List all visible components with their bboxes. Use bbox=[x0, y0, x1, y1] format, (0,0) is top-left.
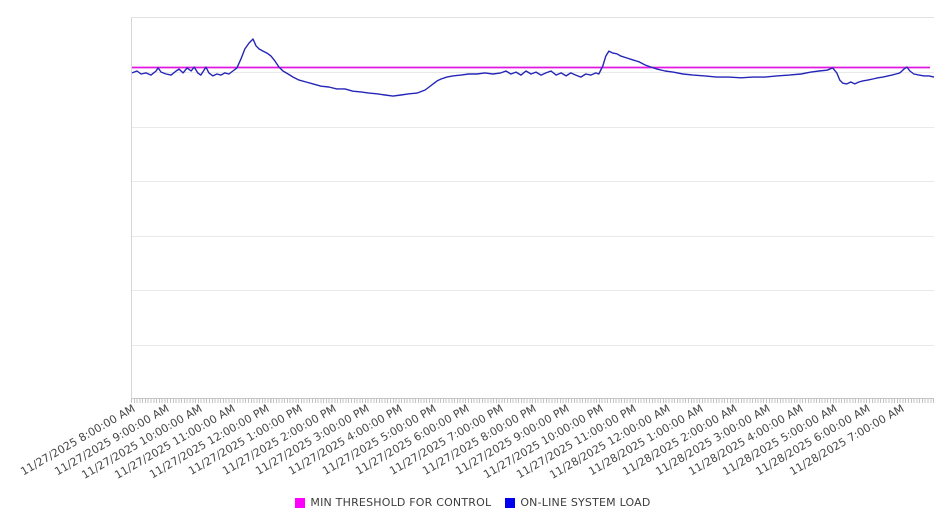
x-axis-label: 11/28/2025 5:00:00 AM bbox=[720, 402, 840, 479]
x-axis-label: 11/27/2025 2:00:00 PM bbox=[219, 402, 338, 478]
x-axis-label: 11/27/2025 8:00:00 AM bbox=[18, 402, 138, 479]
gridline bbox=[132, 181, 934, 183]
x-axis-label: 11/28/2025 7:00:00 AM bbox=[787, 402, 907, 479]
plot-svg bbox=[131, 38, 935, 97]
x-axis-label: 11/27/2025 4:00:00 PM bbox=[286, 402, 405, 478]
load-line bbox=[131, 38, 935, 97]
x-axis-label: 11/27/2025 12:00:00 PM bbox=[146, 402, 272, 482]
legend-item[interactable]: MIN THRESHOLD FOR CONTROL bbox=[295, 496, 491, 509]
gridline bbox=[132, 235, 934, 237]
x-axis-labels: 11/27/2025 8:00:00 AM 11/27/2025 9:00:00 … bbox=[0, 402, 946, 497]
x-axis-label: 11/27/2025 10:00:00 PM bbox=[481, 402, 606, 482]
x-axis-label: 11/27/2025 11:00:00 PM bbox=[514, 402, 639, 482]
plot-area[interactable] bbox=[131, 17, 935, 399]
x-axis-label: 11/27/2025 6:00:00 PM bbox=[353, 402, 472, 478]
legend-swatch-icon bbox=[295, 497, 306, 508]
x-axis-label: 11/27/2025 11:00:00 AM bbox=[112, 402, 238, 482]
x-axis-label: 11/28/2025 4:00:00 AM bbox=[686, 402, 806, 479]
legend-label: MIN THRESHOLD FOR CONTROL bbox=[310, 496, 492, 509]
x-axis-label: 11/27/2025 1:00:00 PM bbox=[186, 402, 305, 478]
x-axis bbox=[131, 398, 934, 403]
gridline bbox=[132, 344, 934, 346]
x-axis-label: 11/28/2025 6:00:00 AM bbox=[753, 402, 873, 479]
x-axis-label: 11/27/2025 8:00:00 PM bbox=[420, 402, 539, 478]
x-axis-label: 11/27/2025 3:00:00 PM bbox=[253, 402, 372, 478]
x-axis-label: 11/27/2025 9:00:00 PM bbox=[453, 402, 572, 478]
legend-item[interactable]: ON-LINE SYSTEM LOAD bbox=[505, 496, 650, 509]
x-axis-label: 11/27/2025 7:00:00 PM bbox=[386, 402, 506, 478]
gridline bbox=[132, 290, 934, 292]
x-axis-label: 11/27/2025 9:00:00 AM bbox=[51, 402, 171, 479]
x-axis-label: 11/27/2025 5:00:00 PM bbox=[320, 402, 439, 478]
x-axis-label: 11/28/2025 12:00:00 AM bbox=[547, 402, 673, 482]
legend-label: ON-LINE SYSTEM LOAD bbox=[520, 496, 651, 509]
x-axis-label: 11/28/2025 1:00:00 AM bbox=[586, 402, 706, 479]
x-axis-label: 11/28/2025 2:00:00 AM bbox=[620, 402, 739, 479]
legend: MIN THRESHOLD FOR CONTROL ON-LINE SYSTEM … bbox=[0, 496, 946, 509]
x-axis-label: 11/28/2025 3:00:00 AM bbox=[653, 402, 773, 479]
gridline bbox=[132, 126, 934, 128]
legend-swatch-icon bbox=[505, 497, 516, 508]
x-axis-label: 11/27/2025 10:00:00 AM bbox=[79, 402, 205, 482]
